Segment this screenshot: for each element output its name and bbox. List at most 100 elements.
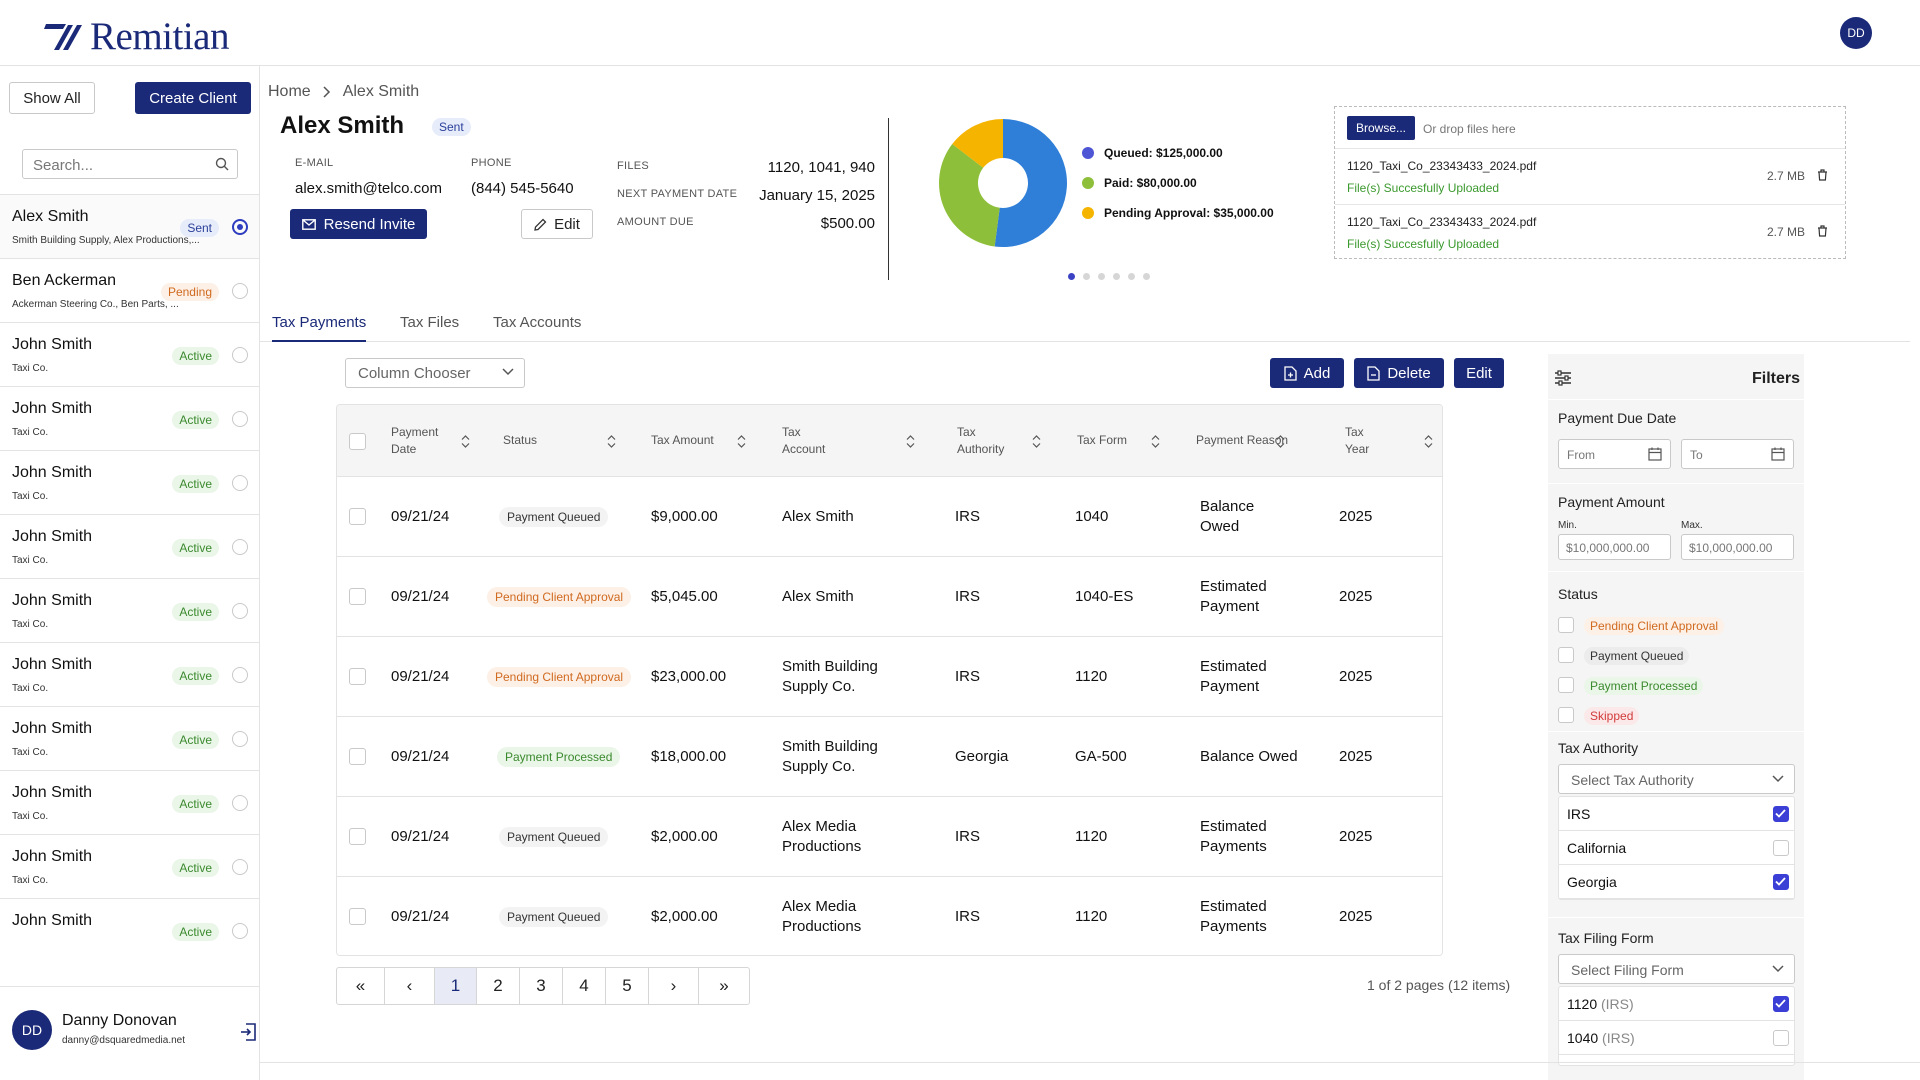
remitian-logo[interactable]: Remitian xyxy=(44,14,229,59)
tab-tax-accounts[interactable]: Tax Accounts xyxy=(493,314,582,331)
client-select-radio[interactable] xyxy=(232,923,248,939)
client-list-item[interactable]: John Smith Taxi Co. Active xyxy=(0,515,259,579)
client-list-item[interactable]: John Smith Taxi Co. Active xyxy=(0,835,259,899)
client-search-input[interactable]: Search... xyxy=(22,149,238,179)
amount-max-input[interactable]: $10,000,000.00 xyxy=(1681,534,1794,560)
table-row[interactable]: 09/21/24 Pending Client Approval $23,000.0… xyxy=(337,637,1442,717)
client-select-radio[interactable] xyxy=(232,539,248,555)
user-avatar[interactable]: DD xyxy=(1840,17,1872,49)
client-select-radio[interactable] xyxy=(232,475,248,491)
tax-authority-option[interactable]: IRS xyxy=(1559,797,1794,831)
client-list-item[interactable]: John Smith Taxi Co. Active xyxy=(0,323,259,387)
client-select-radio[interactable] xyxy=(232,795,248,811)
first-page-button[interactable]: « xyxy=(337,968,385,1004)
client-list-item[interactable]: John Smith Taxi Co. Active xyxy=(0,387,259,451)
row-checkbox[interactable] xyxy=(349,508,366,525)
column-header[interactable]: Tax Year xyxy=(1345,424,1369,458)
tax-filing-form-option[interactable]: 1040 (IRS) xyxy=(1559,1021,1794,1055)
client-select-radio[interactable] xyxy=(232,219,248,235)
column-header[interactable]: Tax Amount xyxy=(651,432,714,449)
chart-pagination-dots[interactable] xyxy=(1068,273,1150,280)
sort-icon[interactable] xyxy=(1276,435,1285,448)
sort-icon[interactable] xyxy=(607,435,616,448)
tax-authority-checkbox[interactable] xyxy=(1773,840,1789,856)
select-all-checkbox[interactable] xyxy=(349,433,366,450)
column-header[interactable]: Payment Reason xyxy=(1196,432,1288,449)
trash-icon[interactable] xyxy=(1817,225,1828,237)
page-3-button[interactable]: 3 xyxy=(520,968,563,1004)
page-5-button[interactable]: 5 xyxy=(606,968,649,1004)
client-list-item[interactable]: John Smith Active xyxy=(0,899,259,944)
tax-filing-form-select[interactable]: Select Filing Form xyxy=(1558,954,1795,984)
client-select-radio[interactable] xyxy=(232,283,248,299)
column-header[interactable]: Payment Date xyxy=(391,424,438,458)
client-select-radio[interactable] xyxy=(232,603,248,619)
tax-authority-option[interactable]: Georgia xyxy=(1559,865,1794,899)
donut-slice-queued[interactable] xyxy=(994,119,1067,247)
chart-page-dot[interactable] xyxy=(1128,273,1135,280)
client-select-radio[interactable] xyxy=(232,411,248,427)
chart-page-dot[interactable] xyxy=(1083,273,1090,280)
sort-icon[interactable] xyxy=(737,435,746,448)
chart-page-dot[interactable] xyxy=(1098,273,1105,280)
status-option-checkbox[interactable] xyxy=(1558,677,1574,693)
resend-invite-button[interactable]: Resend Invite xyxy=(290,209,427,239)
client-select-radio[interactable] xyxy=(232,859,248,875)
status-option-checkbox[interactable] xyxy=(1558,707,1574,723)
last-page-button[interactable]: » xyxy=(719,976,729,995)
date-to-input[interactable]: To xyxy=(1681,439,1794,469)
prev-page-button[interactable]: ‹ xyxy=(385,968,435,1004)
tab-tax-payments[interactable]: Tax Payments xyxy=(272,314,367,342)
sort-icon[interactable] xyxy=(1151,435,1160,448)
tax-filing-form-checkbox[interactable] xyxy=(1773,996,1789,1012)
edit-button[interactable]: Edit xyxy=(1454,358,1504,388)
tax-filing-form-option[interactable]: 1120 (IRS) xyxy=(1559,987,1794,1021)
client-list-item[interactable]: Alex Smith Smith Building Supply, Alex Pr… xyxy=(0,195,259,259)
column-header[interactable]: Tax Authority xyxy=(957,424,1004,458)
show-all-button[interactable]: Show All xyxy=(9,82,95,114)
client-list-item[interactable]: John Smith Taxi Co. Active xyxy=(0,451,259,515)
page-1-button[interactable]: 1 xyxy=(435,968,477,1004)
tax-authority-checkbox[interactable] xyxy=(1773,874,1789,890)
browse-button[interactable]: Browse... xyxy=(1347,116,1415,140)
table-row[interactable]: 09/21/24 Payment Queued $2,000.00 Alex Medi… xyxy=(337,877,1442,955)
client-select-radio[interactable] xyxy=(232,667,248,683)
add-button[interactable]: Add xyxy=(1270,358,1344,388)
column-header[interactable]: Tax Account xyxy=(782,424,825,458)
sliders-icon[interactable] xyxy=(1554,370,1572,386)
client-list-item[interactable]: John Smith Taxi Co. Active xyxy=(0,643,259,707)
date-from-input[interactable]: From xyxy=(1558,439,1671,469)
file-upload-dropzone[interactable]: Browse... Or drop files here 1120_Taxi_C… xyxy=(1334,106,1846,259)
sort-icon[interactable] xyxy=(461,435,470,448)
row-checkbox[interactable] xyxy=(349,668,366,685)
amount-min-input[interactable]: $10,000,000.00 xyxy=(1558,534,1671,560)
client-list-item[interactable]: John Smith Taxi Co. Active xyxy=(0,579,259,643)
row-checkbox[interactable] xyxy=(349,828,366,845)
table-row[interactable]: 09/21/24 Payment Queued $2,000.00 Alex Medi… xyxy=(337,797,1442,877)
row-checkbox[interactable] xyxy=(349,588,366,605)
chart-page-dot[interactable] xyxy=(1143,273,1150,280)
page-4-button[interactable]: 4 xyxy=(563,968,606,1004)
breadcrumb-home[interactable]: Home xyxy=(268,83,311,100)
tax-authority-option[interactable]: California xyxy=(1559,831,1794,865)
row-checkbox[interactable] xyxy=(349,748,366,765)
sort-icon[interactable] xyxy=(1032,435,1041,448)
table-row[interactable]: 09/21/24 Pending Client Approval $5,045.00… xyxy=(337,557,1442,637)
edit-client-button[interactable]: Edit xyxy=(521,209,593,239)
chart-page-dot[interactable] xyxy=(1068,273,1075,280)
table-row[interactable]: 09/21/24 Payment Processed $18,000.00 Smith… xyxy=(337,717,1442,797)
sort-icon[interactable] xyxy=(1424,435,1433,448)
client-select-radio[interactable] xyxy=(232,347,248,363)
row-checkbox[interactable] xyxy=(349,908,366,925)
table-row[interactable]: 09/21/24 Payment Queued $9,000.00 Alex Smit… xyxy=(337,477,1442,557)
client-select-radio[interactable] xyxy=(232,731,248,747)
tax-authority-select[interactable]: Select Tax Authority xyxy=(1558,764,1795,794)
donut-slice-pending-approval[interactable] xyxy=(952,119,1003,168)
delete-button[interactable]: Delete xyxy=(1354,358,1444,388)
client-list-item[interactable]: Ben Ackerman Ackerman Steering Co., Ben P… xyxy=(0,259,259,323)
tax-filing-form-checkbox[interactable] xyxy=(1773,1030,1789,1046)
status-option-checkbox[interactable] xyxy=(1558,617,1574,633)
create-client-button[interactable]: Create Client xyxy=(135,82,251,114)
column-header[interactable]: Status xyxy=(503,432,537,449)
donut-slice-paid[interactable] xyxy=(939,144,1000,247)
